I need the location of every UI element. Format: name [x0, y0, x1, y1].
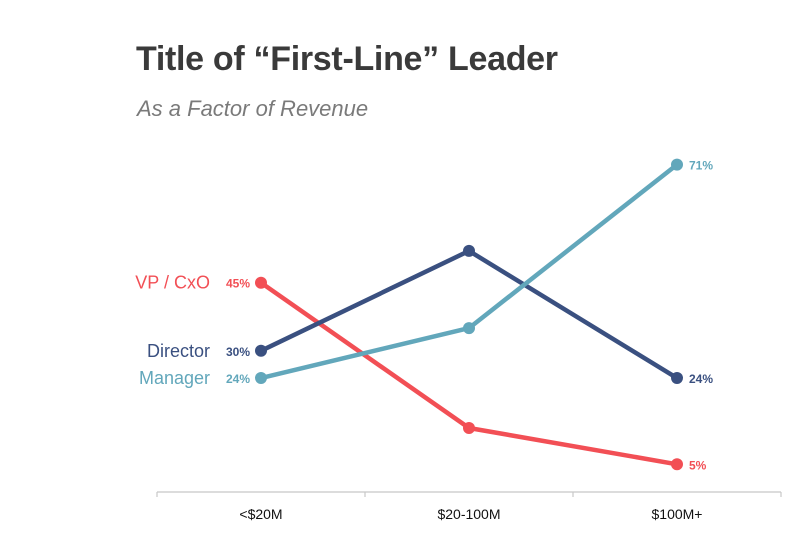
data-point: [255, 344, 267, 357]
data-point: [671, 458, 683, 471]
data-point: [463, 322, 475, 335]
data-label: 45%: [226, 277, 250, 291]
x-tick-label: $100M+: [652, 506, 703, 522]
data-label: 5%: [689, 458, 707, 472]
series-layer: 45% 5% VP / CxO 30% 24% Director 24% 71% Manager: [135, 158, 713, 473]
data-point: [671, 372, 683, 385]
data-point: [671, 158, 683, 171]
x-tick-label: <$20M: [239, 506, 282, 522]
x-axis: <$20M $20-100M $100M+: [156, 491, 782, 522]
data-label: 71%: [689, 159, 713, 173]
series-name-label: VP / CxO: [135, 273, 210, 293]
series-name-label: Manager: [139, 368, 210, 388]
chart-title: Title of “First-Line” Leader: [136, 40, 558, 78]
chart-subtitle: As a Factor of Revenue: [137, 96, 369, 121]
series-line: [258, 248, 680, 381]
series-0: 45% 5% VP / CxO: [135, 273, 706, 473]
series-2: 24% 71% Manager: [139, 158, 713, 388]
series-name-label: Director: [147, 341, 210, 361]
data-label: 24%: [689, 372, 713, 386]
series-line: [258, 280, 680, 467]
data-point: [463, 244, 475, 257]
data-point: [255, 276, 267, 289]
series-1: 30% 24% Director: [147, 244, 713, 386]
series-line: [258, 162, 680, 381]
data-point: [463, 421, 475, 434]
x-tick-label: $20-100M: [437, 506, 500, 522]
data-point: [255, 372, 267, 385]
data-label: 30%: [226, 345, 250, 359]
data-label: 24%: [226, 372, 250, 386]
